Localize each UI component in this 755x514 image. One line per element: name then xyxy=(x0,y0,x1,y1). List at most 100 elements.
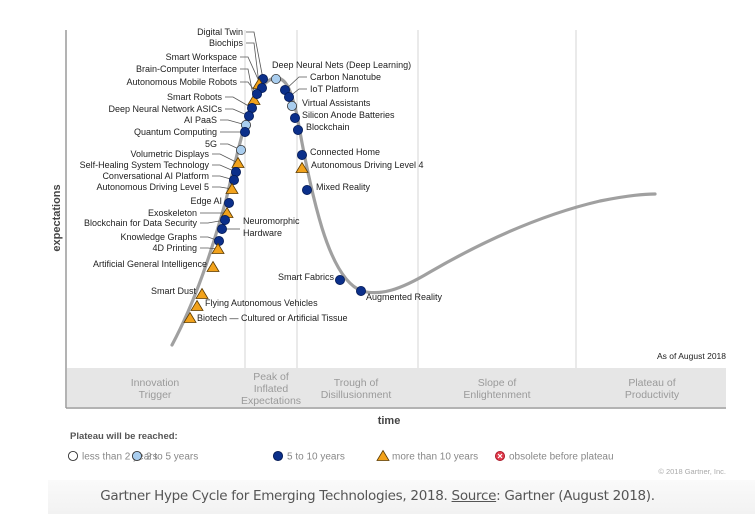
legend-item: 5 to 10 years xyxy=(272,450,345,463)
technology-label: Brain-Computer Interface xyxy=(136,64,237,74)
as-of-label: As of August 2018 xyxy=(657,351,726,361)
technology-label: Conversational AI Platform xyxy=(102,171,209,181)
caption-background xyxy=(48,480,755,514)
leader-lines xyxy=(200,31,307,250)
phase-band xyxy=(67,368,726,407)
circle-marker xyxy=(355,285,366,296)
phase-label: Trough of xyxy=(334,377,379,389)
technology-label: Self-Healing System Technology xyxy=(80,160,210,170)
technology-label: Augmented Reality xyxy=(366,292,443,302)
x-mark xyxy=(497,453,503,459)
circle-marker xyxy=(239,127,250,138)
leader-line xyxy=(220,119,247,126)
circle-marker xyxy=(213,235,224,246)
triangle-marker xyxy=(190,299,204,311)
leader-line xyxy=(212,164,237,173)
technology-label: AI PaaS xyxy=(184,115,217,125)
technology-label: Flying Autonomous Vehicles xyxy=(205,298,318,308)
copyright: © 2018 Gartner, Inc. xyxy=(658,467,726,476)
y-axis-label: expectations xyxy=(51,184,63,251)
triangle-marker xyxy=(183,311,197,323)
phase-label: Enlightenment xyxy=(463,389,530,401)
phase-label: Trigger xyxy=(139,389,172,401)
technology-label: Virtual Assistants xyxy=(302,98,371,108)
technology-label: Blockchain xyxy=(306,122,350,132)
triangle-marker xyxy=(211,242,225,254)
legend-label: obsolete before plateau xyxy=(509,452,614,463)
circle-marker xyxy=(292,125,303,136)
technology-label: Blockchain for Data Security xyxy=(84,218,198,228)
technology-label: 4D Printing xyxy=(152,243,197,253)
technology-label: Autonomous Mobile Robots xyxy=(126,77,237,87)
leader-line xyxy=(240,56,263,89)
technology-markers xyxy=(183,74,366,323)
circle-marker xyxy=(296,149,307,160)
caption-text: Gartner Hype Cycle for Emerging Technolo… xyxy=(100,488,452,504)
phase-label: Expectations xyxy=(241,395,301,407)
leader-line xyxy=(246,31,264,80)
technology-label: Smart Fabrics xyxy=(278,272,335,282)
technology-label: Biochips xyxy=(209,38,244,48)
technology-label: Artificial General Intelligence xyxy=(93,259,207,269)
technology-label: Mixed Reality xyxy=(316,182,371,192)
leader-line xyxy=(225,108,250,117)
circle-marker xyxy=(270,74,281,85)
legend-title: Plateau will be reached: xyxy=(70,431,178,442)
phase-label: Productivity xyxy=(625,389,680,401)
circle-marker xyxy=(286,101,297,112)
technology-label: Smart Workspace xyxy=(166,52,237,62)
legend-label: less than 2 years xyxy=(82,452,158,463)
phase-label: Innovation xyxy=(131,377,180,389)
source-link[interactable]: Source xyxy=(451,488,497,504)
triangle-marker xyxy=(295,161,309,173)
legend-circle-icon xyxy=(272,450,284,462)
technology-label: Deep Neural Network ASICs xyxy=(108,104,222,114)
phase-label: Disillusionment xyxy=(321,389,392,401)
leader-line xyxy=(212,153,239,164)
phase-label: Slope of xyxy=(478,377,517,389)
phase-label: Inflated xyxy=(254,383,289,395)
plot-frame xyxy=(65,30,726,409)
legend-label: 2 to 5 years xyxy=(146,452,198,463)
triangle-marker xyxy=(206,260,220,272)
phase-label: Peak of xyxy=(253,371,289,383)
technology-label: Volumetric Displays xyxy=(130,149,209,159)
legend-triangle-icon xyxy=(376,449,390,461)
circle-marker xyxy=(243,111,254,122)
circle-marker xyxy=(219,214,230,225)
phase-label: Plateau of xyxy=(628,377,675,389)
technology-label: Quantum Computing xyxy=(134,127,217,137)
technology-label: Neuromorphic Hardware xyxy=(243,216,300,238)
legend-circle-icon xyxy=(67,450,79,462)
technology-label: 5G xyxy=(205,139,217,149)
technology-label: Silicon Anode Batteries xyxy=(302,110,395,120)
leader-line xyxy=(246,42,260,85)
circle-marker xyxy=(289,113,300,124)
technology-label: Carbon Nanotube xyxy=(310,72,381,82)
circle-marker xyxy=(235,144,246,155)
technology-label: Exoskeleton xyxy=(148,208,197,218)
legend-item: 2 to 5 years xyxy=(131,450,198,463)
technology-label: IoT Platform xyxy=(310,84,359,94)
leader-line xyxy=(212,186,233,190)
circle-marker xyxy=(283,92,294,103)
legend-label: more than 10 years xyxy=(392,452,478,463)
caption-suffix: : Gartner (August 2018). xyxy=(496,488,655,504)
leader-line xyxy=(284,76,307,91)
legend-item: obsolete before plateau xyxy=(494,450,614,463)
technology-label: Autonomous Driving Level 4 xyxy=(311,160,424,170)
technology-label: Smart Robots xyxy=(167,92,223,102)
circle-marker xyxy=(301,184,312,195)
legend-circle-icon xyxy=(131,450,143,462)
technology-label: Deep Neural Nets (Deep Learning) xyxy=(272,60,411,70)
circle-marker xyxy=(334,274,345,285)
leader-line xyxy=(200,219,226,224)
legend-item: more than 10 years xyxy=(376,449,478,463)
circle-marker xyxy=(223,197,234,208)
technology-label: Connected Home xyxy=(310,147,380,157)
technology-label: Smart Dust xyxy=(151,286,197,296)
technology-label: Knowledge Graphs xyxy=(120,232,197,242)
leader-line xyxy=(240,68,255,101)
